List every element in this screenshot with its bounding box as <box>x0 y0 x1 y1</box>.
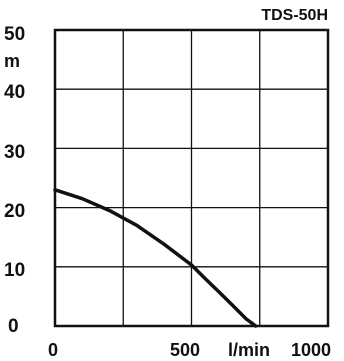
y-tick-label: 40 <box>4 82 25 103</box>
y-tick-label: 10 <box>4 260 25 281</box>
y-axis-unit-label: m <box>4 51 20 71</box>
y-tick-label: 0 <box>8 316 19 337</box>
x-tick-label: 1000 <box>291 340 331 360</box>
grid-lines <box>55 30 328 326</box>
chart-title: TDS-50H <box>261 7 328 24</box>
y-tick-label: 30 <box>4 142 25 163</box>
x-axis-unit-label: l/min <box>228 340 270 360</box>
x-tick-label: 0 <box>48 340 58 360</box>
head-flow-curve <box>53 188 258 328</box>
x-tick-label: 500 <box>170 340 200 360</box>
y-tick-label: 20 <box>4 201 25 222</box>
plot-frame <box>53 28 330 328</box>
y-tick-label: 50 <box>4 24 25 45</box>
